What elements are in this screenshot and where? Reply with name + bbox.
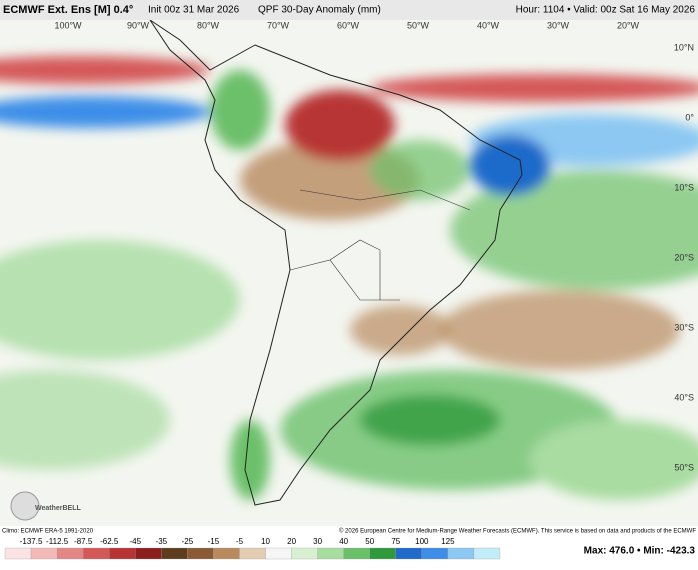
lon-label: 100°W bbox=[54, 20, 82, 30]
init: Init 00z 31 Mar 2026 bbox=[148, 5, 240, 16]
colorbar-label: 40 bbox=[339, 537, 348, 546]
map bbox=[0, 20, 698, 526]
climo: Climo: ECMWF ERA-5 1991-2020 bbox=[2, 529, 94, 535]
colorbar-bin bbox=[421, 547, 449, 560]
colorbar-label: -45 bbox=[129, 537, 141, 546]
product: QPF 30-Day Anomaly (mm) bbox=[258, 5, 381, 16]
colorbar-label: -15 bbox=[208, 537, 220, 546]
colorbar-label: -137.5 bbox=[20, 537, 43, 546]
colorbar-bin bbox=[135, 547, 162, 560]
lon-label: 80°W bbox=[197, 20, 220, 30]
lon-label: 20°W bbox=[617, 20, 640, 30]
colorbar-label: -25 bbox=[182, 537, 194, 546]
header-bar bbox=[0, 0, 698, 20]
colorbar-label: -35 bbox=[156, 537, 168, 546]
colorbar-label: 20 bbox=[287, 537, 296, 546]
colorbar-bin bbox=[343, 547, 370, 560]
colorbar-label: 30 bbox=[313, 537, 322, 546]
colorbar-label: -87.5 bbox=[74, 537, 93, 546]
colorbar-bin bbox=[265, 547, 292, 560]
stats: Max: 476.0 • Min: -423.3 bbox=[584, 546, 696, 557]
lat-label: 20°S bbox=[674, 252, 694, 262]
model: ECMWF Ext. Ens [M] 0.4° bbox=[3, 4, 133, 16]
colorbar-label: 125 bbox=[441, 537, 455, 546]
colorbar-label: 50 bbox=[365, 537, 374, 546]
colorbar-bin bbox=[395, 547, 422, 560]
lon-label: 30°W bbox=[547, 20, 570, 30]
lon-label: 50°W bbox=[407, 20, 430, 30]
colorbar-bin bbox=[4, 547, 32, 560]
lat-label: 10°S bbox=[674, 182, 694, 192]
colorbar-label: 75 bbox=[391, 537, 400, 546]
colorbar-bin bbox=[473, 547, 501, 560]
colorbar-bin bbox=[213, 547, 240, 560]
valid: Hour: 1104 • Valid: 00z Sat 16 May 2026 bbox=[516, 5, 696, 16]
logo: WeatherBELL bbox=[35, 505, 81, 512]
colorbar-label: 10 bbox=[261, 537, 270, 546]
colorbar-bin bbox=[56, 547, 84, 560]
lon-label: 40°W bbox=[477, 20, 500, 30]
colorbar-bin bbox=[447, 547, 475, 560]
colorbar-bin bbox=[30, 547, 58, 560]
colorbar-bin bbox=[83, 547, 110, 560]
colorbar-bin bbox=[291, 547, 318, 560]
colorbar-bin bbox=[317, 547, 344, 560]
lat-label: 30°S bbox=[674, 322, 694, 332]
colorbar-label: -112.5 bbox=[46, 537, 69, 546]
colorbar-bin bbox=[187, 547, 214, 560]
lat-label: 10°N bbox=[674, 42, 694, 52]
lon-label: 90°W bbox=[127, 20, 150, 30]
lon-label: 70°W bbox=[267, 20, 290, 30]
lat-label: 40°S bbox=[674, 392, 694, 402]
colorbar-bin bbox=[239, 547, 266, 560]
colorbar-label: -62.5 bbox=[100, 537, 119, 546]
colorbar-bin bbox=[369, 547, 396, 560]
colorbar-bin bbox=[109, 547, 136, 560]
lon-label: 60°W bbox=[337, 20, 360, 30]
colorbar-label: -5 bbox=[236, 537, 244, 546]
copyright: © 2026 European Centre for Medium-Range … bbox=[339, 528, 696, 535]
lat-label: 50°S bbox=[674, 462, 694, 472]
lat-label: 0° bbox=[685, 112, 694, 122]
colorbar-label: 100 bbox=[415, 537, 429, 546]
colorbar-bin bbox=[161, 547, 188, 560]
logo-mark bbox=[10, 491, 40, 521]
